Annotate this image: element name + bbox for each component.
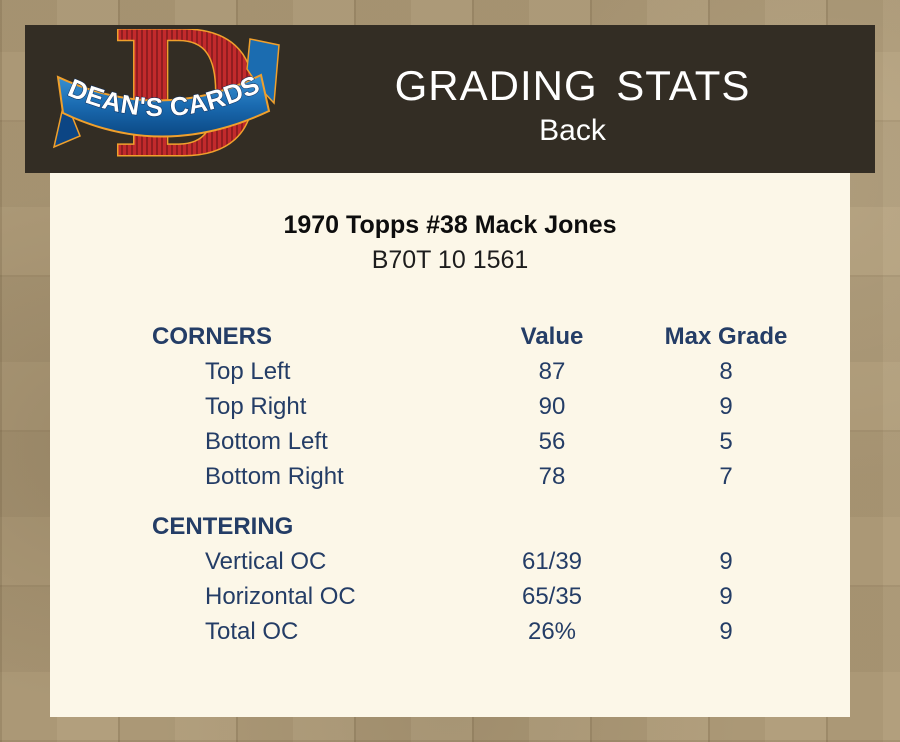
row-max-grade: 9 [719, 582, 733, 610]
row-value: 26% [527, 617, 577, 645]
row-value: 56 [538, 427, 566, 455]
row-max-grade: 9 [719, 547, 733, 575]
row-label: Bottom Left [205, 427, 328, 455]
row-label: Top Right [205, 392, 307, 420]
row-max-grade: 8 [719, 357, 733, 385]
section-header-corners: CORNERS [152, 322, 273, 350]
row-label: Total OC [205, 617, 299, 645]
row-bottom-right: Bottom Right 78 7 [152, 459, 800, 494]
card-serial-number: B70T 10 1561 [371, 246, 529, 274]
row-label: Bottom Right [205, 462, 344, 490]
row-label: Vertical OC [205, 547, 327, 575]
row-value: 90 [538, 392, 566, 420]
row-vertical-oc: Vertical OC 61/39 9 [152, 544, 800, 579]
header-bar: D DEAN'S CARDS GRADING STATS Back [25, 25, 875, 173]
table-header-row: CORNERS Value Max Grade [152, 319, 800, 354]
page-subtitle-back: Back [539, 114, 606, 147]
page-title: GRADING STATS [394, 62, 751, 109]
row-max-grade: 9 [719, 392, 733, 420]
card-title: 1970 Topps #38 Mack Jones [283, 211, 617, 239]
ribbon-band [56, 73, 271, 138]
row-label: Horizontal OC [205, 582, 356, 610]
section-header-row-centering: CENTERING [152, 509, 800, 544]
row-max-grade: 9 [719, 617, 733, 645]
deans-cards-logo[interactable]: D DEAN'S CARDS [51, 29, 316, 169]
column-header-max-grade: Max Grade [664, 322, 788, 350]
row-value: 87 [538, 357, 566, 385]
row-label: Top Left [205, 357, 291, 385]
row-value: 61/39 [521, 547, 583, 575]
row-total-oc: Total OC 26% 9 [152, 614, 800, 649]
row-horizontal-oc: Horizontal OC 65/35 9 [152, 579, 800, 614]
grading-stats-table: CORNERS Value Max Grade Top Left 87 8 To… [152, 319, 800, 649]
row-value: 65/35 [521, 582, 583, 610]
row-max-grade: 7 [719, 462, 733, 490]
row-max-grade: 5 [719, 427, 733, 455]
section-header-centering: CENTERING [152, 512, 294, 540]
header-titles: GRADING STATS Back [316, 49, 875, 149]
deans-cards-logo-graphic: D DEAN'S CARDS [52, 29, 280, 169]
row-bottom-left: Bottom Left 56 5 [152, 424, 800, 459]
row-top-left: Top Left 87 8 [152, 354, 800, 389]
column-header-value: Value [520, 322, 584, 350]
stats-panel: 1970 Topps #38 Mack Jones B70T 10 1561 C… [50, 173, 850, 717]
row-top-right: Top Right 90 9 [152, 389, 800, 424]
row-value: 78 [538, 462, 566, 490]
